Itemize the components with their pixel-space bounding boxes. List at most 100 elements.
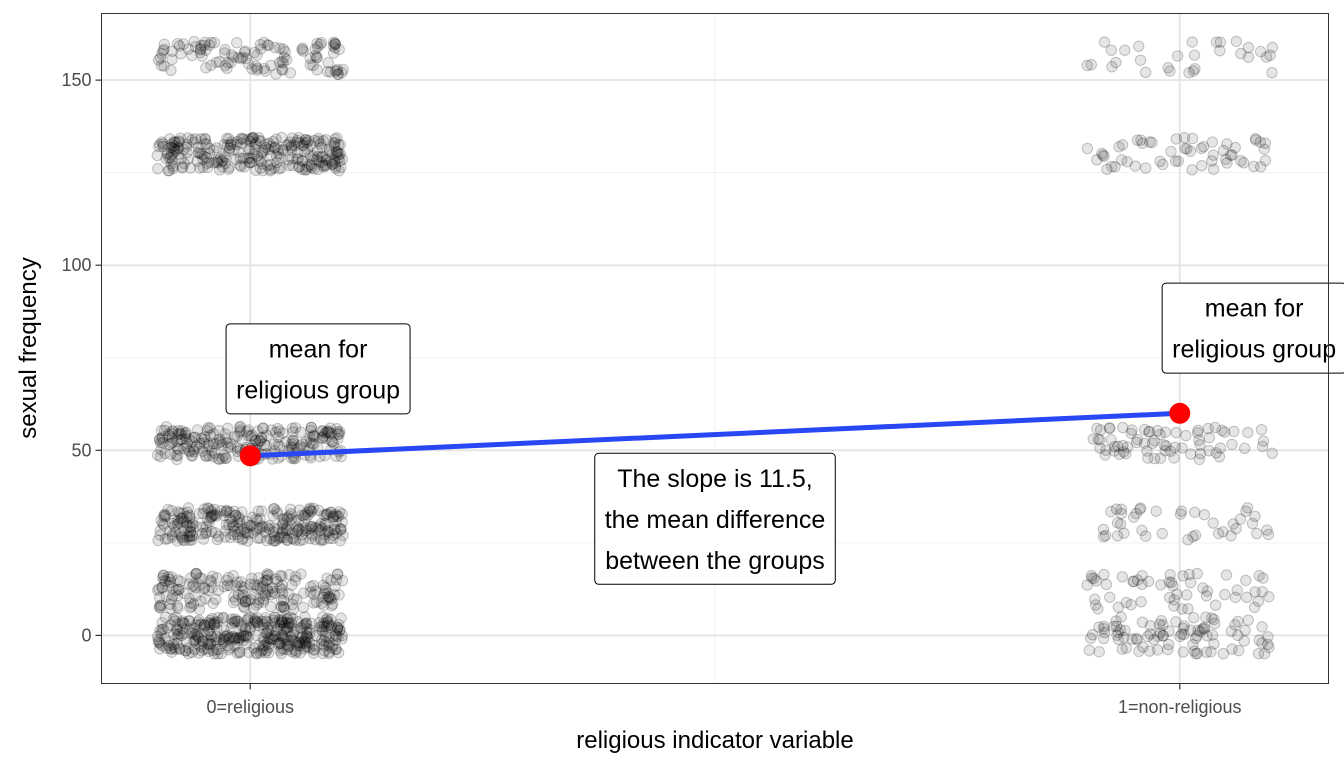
data-point (235, 618, 248, 630)
data-point (307, 438, 320, 450)
data-point (197, 161, 209, 173)
data-point (261, 39, 274, 51)
data-point (234, 424, 247, 436)
data-point (250, 164, 262, 177)
data-point (296, 154, 309, 167)
data-point (1206, 629, 1219, 641)
data-point (330, 630, 342, 642)
data-point (1189, 529, 1202, 541)
data-point (197, 635, 209, 648)
data-point (259, 588, 271, 600)
data-point (1254, 45, 1267, 58)
data-point (178, 587, 190, 600)
data-point (153, 636, 165, 649)
data-point (283, 569, 296, 581)
data-point (1192, 424, 1204, 436)
data-point (182, 43, 195, 55)
data-point (296, 155, 309, 167)
data-point (280, 622, 293, 635)
data-point (226, 617, 239, 630)
data-point (193, 162, 206, 174)
data-point (1184, 145, 1197, 157)
data-point (165, 158, 177, 170)
data-point (1162, 643, 1174, 656)
data-point (172, 574, 184, 586)
data-point (165, 64, 177, 76)
data-point (1129, 160, 1141, 172)
data-point (289, 623, 301, 635)
data-point (237, 600, 250, 613)
data-point (1178, 620, 1190, 632)
data-point (275, 531, 288, 544)
data-point (195, 645, 208, 657)
data-point (251, 521, 263, 534)
data-point (333, 152, 345, 164)
data-point (203, 440, 215, 452)
data-point (1157, 619, 1169, 631)
data-point (257, 596, 270, 608)
data-point (221, 574, 233, 587)
data-point (1226, 438, 1238, 451)
data-point (227, 630, 239, 643)
data-point (198, 619, 211, 631)
x-tick-label: 1=non-religious (1118, 697, 1242, 717)
data-point (223, 161, 235, 173)
data-point (173, 40, 186, 52)
data-point (1214, 44, 1226, 57)
data-point (203, 147, 216, 160)
data-point (318, 509, 330, 521)
data-point (287, 603, 299, 616)
data-point (183, 578, 195, 590)
data-point (162, 571, 174, 583)
data-point (287, 435, 299, 447)
data-point (238, 581, 250, 594)
data-point (226, 516, 238, 528)
data-point (161, 622, 173, 634)
data-point (1098, 36, 1111, 48)
data-point (306, 438, 319, 450)
data-point (276, 55, 288, 68)
data-point (320, 509, 332, 522)
data-point (218, 630, 231, 642)
data-point (249, 138, 261, 151)
data-point (335, 161, 347, 173)
data-point (182, 153, 194, 165)
data-point (287, 434, 299, 447)
data-point (223, 519, 235, 531)
data-point (281, 613, 293, 626)
data-point (300, 134, 312, 146)
data-point (202, 422, 214, 434)
data-point (175, 47, 187, 60)
data-point (267, 526, 280, 538)
data-point (163, 430, 176, 443)
data-point (1207, 149, 1219, 161)
data-point (239, 595, 252, 607)
data-point (329, 629, 342, 641)
data-point (324, 591, 337, 603)
data-point (326, 600, 338, 612)
data-point (278, 51, 290, 63)
data-point (181, 510, 193, 523)
data-point (334, 535, 347, 547)
data-point (330, 147, 343, 159)
data-point (240, 630, 252, 642)
data-point (229, 509, 242, 522)
data-point (178, 516, 190, 528)
data-point (1143, 426, 1155, 438)
data-point (276, 64, 289, 76)
data-point (286, 628, 299, 641)
data-point (1256, 637, 1268, 649)
data-point (180, 517, 192, 529)
data-point (242, 57, 255, 70)
annotation-text: The slope is 11.5, (617, 465, 812, 493)
data-point (198, 433, 210, 446)
data-point (1146, 136, 1158, 149)
data-point (237, 532, 249, 545)
data-point (307, 647, 320, 659)
data-point (231, 528, 244, 541)
data-point (251, 150, 264, 162)
data-point (184, 162, 197, 174)
data-point (308, 639, 321, 652)
data-point (164, 643, 177, 655)
data-point (201, 514, 214, 527)
